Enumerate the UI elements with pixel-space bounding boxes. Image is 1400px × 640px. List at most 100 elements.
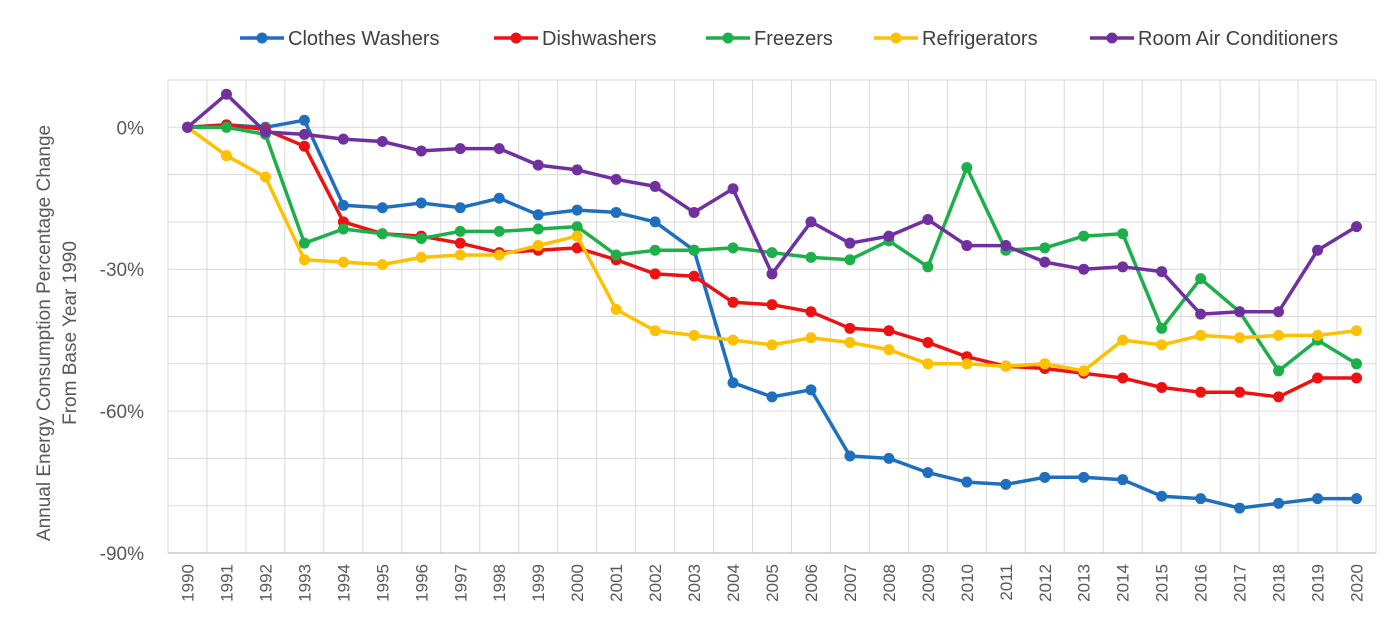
x-tick-label: 2012 (1036, 564, 1055, 602)
data-point (1312, 372, 1324, 384)
y-axis-title-line-2: From Base Year 1990 (60, 241, 81, 425)
data-point (961, 240, 973, 252)
data-point (337, 256, 349, 268)
data-point (1000, 360, 1012, 372)
data-point (610, 249, 622, 261)
data-point (571, 204, 583, 216)
x-tick-label: 2015 (1153, 564, 1172, 602)
data-point (1156, 322, 1168, 334)
y-tick-label: -60% (100, 402, 144, 423)
data-point (220, 150, 232, 162)
data-point (1351, 358, 1363, 370)
x-tick-label: 2002 (646, 564, 665, 602)
data-point (1351, 372, 1363, 384)
data-point (571, 164, 583, 176)
data-point (844, 254, 856, 266)
x-tick-label: 2005 (763, 564, 782, 602)
data-point (298, 114, 310, 126)
data-point (493, 225, 505, 237)
data-point (883, 325, 895, 337)
data-point (1156, 339, 1168, 351)
data-point (1039, 256, 1051, 268)
data-point (376, 202, 388, 214)
data-point (181, 121, 193, 133)
data-point (337, 199, 349, 211)
data-point (1078, 365, 1090, 377)
series-lines (181, 88, 1363, 514)
data-point (1078, 230, 1090, 242)
data-point (805, 216, 817, 228)
x-tick-label: 1993 (295, 564, 314, 602)
x-tick-label: 1992 (256, 564, 275, 602)
x-tick-label: 1999 (529, 564, 548, 602)
data-point (1117, 228, 1129, 240)
data-point (727, 296, 739, 308)
x-tick-label: 1996 (412, 564, 431, 602)
data-point (922, 337, 934, 349)
data-point (1273, 497, 1285, 509)
data-point (220, 88, 232, 100)
data-point (649, 268, 661, 280)
data-point (1195, 493, 1207, 505)
data-point (844, 237, 856, 249)
data-point (649, 180, 661, 192)
data-point (688, 270, 700, 282)
x-tick-label: 1997 (451, 564, 470, 602)
legend-swatch-marker (256, 32, 268, 44)
data-point (688, 329, 700, 341)
data-point (1312, 493, 1324, 505)
data-point (961, 476, 973, 488)
legend-entry: Clothes Washers (240, 28, 440, 50)
data-point (298, 128, 310, 140)
data-point (922, 467, 934, 479)
legend-label: Clothes Washers (288, 28, 440, 50)
data-point (532, 159, 544, 171)
x-tick-label: 2004 (724, 564, 743, 602)
data-point (1234, 386, 1246, 398)
x-tick-label: 1990 (178, 564, 197, 602)
x-tick-label: 2016 (1192, 564, 1211, 602)
series (181, 88, 1363, 320)
data-point (454, 225, 466, 237)
data-point (532, 223, 544, 235)
data-point (1273, 391, 1285, 403)
legend-label: Refrigerators (922, 28, 1038, 50)
data-point (922, 214, 934, 226)
data-point (454, 249, 466, 261)
data-point (376, 135, 388, 147)
data-point (883, 230, 895, 242)
data-point (727, 183, 739, 195)
y-axis-title-line-1: Annual Energy Consumption Percentage Cha… (34, 125, 55, 541)
data-point (1312, 329, 1324, 341)
data-point (610, 303, 622, 315)
data-point (883, 344, 895, 356)
x-tick-label: 2013 (1075, 564, 1094, 602)
legend-swatch-marker (1106, 32, 1118, 44)
data-point (532, 209, 544, 221)
data-point (1039, 471, 1051, 483)
data-point (766, 247, 778, 259)
data-point (337, 223, 349, 235)
data-point (1000, 478, 1012, 490)
y-tick-label: 0% (117, 118, 145, 139)
y-tick-label: -30% (100, 260, 144, 281)
x-tick-label: 1994 (334, 564, 353, 602)
data-point (1351, 221, 1363, 233)
data-point (1273, 306, 1285, 318)
data-point (298, 237, 310, 249)
data-point (493, 249, 505, 261)
data-point (376, 228, 388, 240)
data-point (610, 206, 622, 218)
data-point (649, 216, 661, 228)
data-point (1078, 471, 1090, 483)
data-point (610, 173, 622, 185)
data-point (1156, 381, 1168, 393)
data-point (1312, 244, 1324, 256)
legend-entry: Refrigerators (874, 28, 1038, 50)
data-point (1234, 502, 1246, 514)
data-point (805, 251, 817, 263)
data-point (922, 358, 934, 370)
data-point (259, 171, 271, 183)
data-point (1273, 329, 1285, 341)
